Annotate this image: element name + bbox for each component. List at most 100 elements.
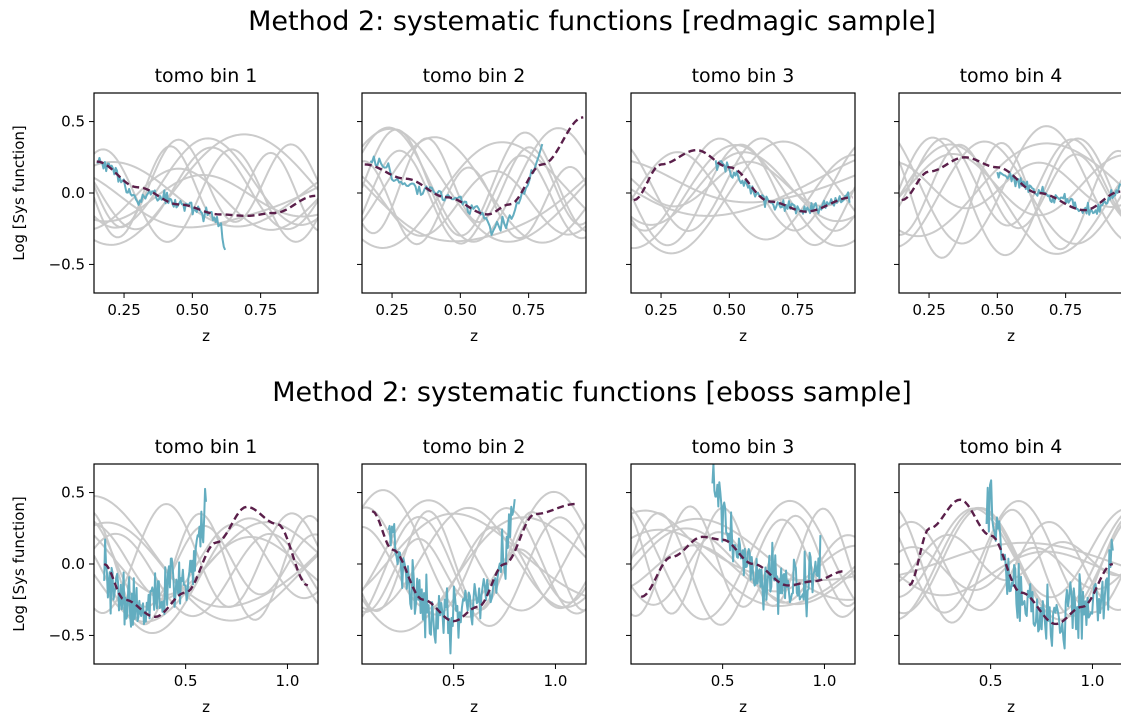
random-sys-curve	[899, 136, 1121, 257]
x-tick-label: 0.50	[713, 301, 746, 319]
random-sys-curve	[94, 133, 318, 246]
x-axis-label: z	[202, 698, 210, 716]
plot-area	[94, 487, 318, 635]
plot-area	[362, 489, 586, 655]
axes-frame	[361, 463, 587, 665]
model-sys-curve	[103, 505, 309, 619]
random-sys-curve	[362, 136, 586, 244]
x-axis-label: z	[739, 327, 747, 345]
random-sys-curve	[899, 506, 1121, 621]
panel-title: tomo bin 2	[423, 65, 526, 87]
x-tick-label: 0.5	[979, 672, 1003, 690]
random-sys-curve	[631, 509, 855, 607]
random-sys-curve	[362, 515, 586, 628]
x-tick-label: 0.50	[444, 301, 477, 319]
y-tick-label: −0.5	[49, 626, 85, 644]
plot-area	[94, 133, 318, 251]
random-sys-curve	[362, 516, 586, 633]
plot-area	[899, 125, 1121, 259]
plot-area	[631, 137, 855, 255]
y-tick-label: −0.5	[49, 255, 85, 273]
random-sys-curve	[362, 149, 586, 245]
random-sys-curve	[899, 143, 1121, 255]
model-sys-curve	[633, 148, 853, 213]
random-sys-curve	[631, 143, 855, 247]
model-sys-curve	[908, 498, 1114, 626]
random-sys-curve	[631, 144, 855, 250]
panel-redmagic-bin-2: tomo bin 2 0.25 0.50 0.75 z	[357, 65, 587, 345]
random-sys-curve	[899, 546, 1121, 592]
random-sys-curve	[631, 160, 855, 208]
random-sys-curve	[899, 520, 1121, 612]
random-sys-curve	[94, 160, 318, 228]
panel-title: tomo bin 4	[960, 436, 1063, 458]
data-sys-curve	[985, 479, 1114, 650]
x-tick-label: 0.75	[512, 301, 545, 319]
plot-area	[631, 464, 855, 626]
random-sys-curve	[362, 170, 586, 237]
row-title-eboss: Method 2: systematic functions [eboss sa…	[272, 377, 912, 408]
random-sys-curve	[362, 126, 586, 243]
random-sys-curve	[362, 506, 586, 612]
random-sys-curve	[631, 517, 855, 601]
panel-eboss-bin-1: tomo bin 1 0.5 1.0 z −0.5 0.0 0.5 Log [Sys func…	[10, 436, 319, 716]
x-tick-label: 0.25	[644, 301, 677, 319]
x-tick-label: 1.0	[1081, 672, 1105, 690]
x-axis-label: z	[202, 327, 210, 345]
random-sys-curve	[631, 140, 855, 255]
data-sys-curve	[103, 487, 207, 628]
x-tick-label: 0.25	[912, 301, 945, 319]
random-sys-curve	[899, 125, 1121, 245]
random-sys-curve	[631, 160, 855, 204]
data-sys-curve	[387, 499, 516, 655]
random-sys-curve	[362, 127, 586, 243]
plot-area	[899, 479, 1121, 650]
row-title-redmagic: Method 2: systematic functions [redmagic…	[248, 6, 936, 37]
random-sys-curve	[94, 532, 318, 618]
random-sys-curve	[899, 507, 1121, 599]
panel-redmagic-bin-4: tomo bin 4 0.25 0.50 0.75 z	[894, 65, 1121, 345]
panel-redmagic-bin-3: tomo bin 3 0.25 0.50 0.75 z	[626, 65, 856, 345]
random-sys-curve	[899, 140, 1121, 248]
random-sys-curve	[631, 151, 855, 241]
panel-eboss-bin-3: tomo bin 3 0.5 1.0 z	[626, 436, 856, 716]
y-tick-label: 0.5	[61, 484, 85, 502]
random-sys-curve	[362, 177, 586, 243]
x-axis-label: z	[739, 698, 747, 716]
x-axis-label: z	[470, 327, 478, 345]
x-tick-label: 0.25	[107, 301, 140, 319]
axes-frame	[361, 92, 587, 294]
x-tick-label: 1.0	[276, 672, 300, 690]
model-sys-curve	[96, 160, 316, 218]
random-sys-curve	[899, 142, 1121, 238]
panel-title: tomo bin 1	[155, 436, 258, 458]
random-sys-curve	[94, 146, 318, 231]
axes-frame	[630, 92, 856, 294]
data-sys-curve	[369, 143, 544, 236]
x-tick-label: 1.0	[813, 672, 837, 690]
random-sys-curve	[899, 507, 1121, 615]
panel-title: tomo bin 1	[155, 65, 258, 87]
x-axis-label: z	[1007, 327, 1015, 345]
panel-title: tomo bin 3	[692, 65, 795, 87]
x-tick-label: 0.25	[375, 301, 408, 319]
x-tick-label: 0.75	[1049, 301, 1082, 319]
random-sys-curve	[94, 521, 318, 622]
panel-redmagic-bin-1: tomo bin 1 0.25 0.50 0.75 z −0.5 0.0 0.5 Log [Sy…	[10, 65, 319, 345]
x-axis-label: z	[1007, 698, 1015, 716]
x-tick-label: 0.5	[711, 672, 735, 690]
x-tick-label: 0.5	[174, 672, 198, 690]
model-sys-curve	[901, 156, 1121, 212]
data-sys-curve	[711, 464, 822, 618]
random-sys-curve	[94, 176, 318, 229]
model-sys-curve	[364, 116, 584, 216]
y-tick-label: 0.0	[61, 555, 85, 573]
random-sys-curve	[631, 506, 855, 615]
random-sys-curve	[362, 137, 586, 235]
random-sys-curve	[631, 505, 855, 618]
axes-frame	[898, 92, 1121, 294]
model-sys-curve	[640, 535, 845, 599]
panel-title: tomo bin 3	[692, 436, 795, 458]
model-sys-curve	[371, 502, 576, 623]
